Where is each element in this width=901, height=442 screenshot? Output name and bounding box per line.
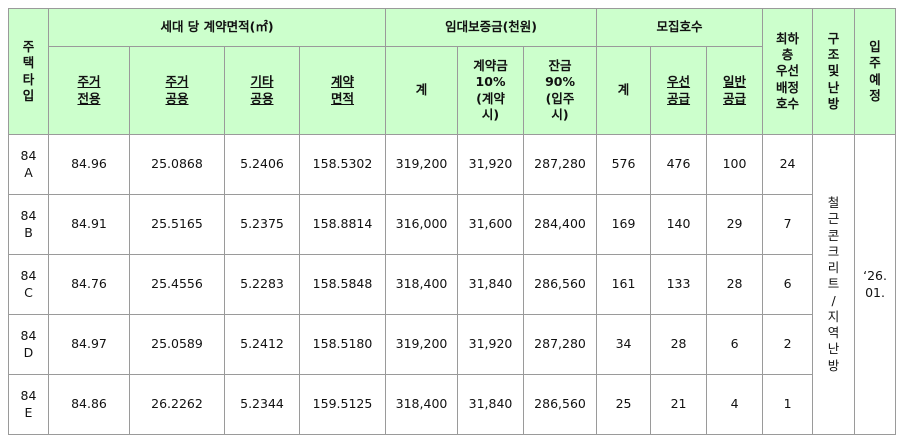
- contract-area-cell: 158.8814: [298, 194, 387, 255]
- priority-supply-cell: 476: [650, 134, 708, 195]
- deposit-total-cell: 318,400: [385, 374, 459, 435]
- deposit-total-cell: 319,200: [385, 314, 459, 375]
- lowest-floor-cell: 1: [762, 374, 814, 435]
- lowest-floor-cell: 2: [762, 314, 814, 375]
- header-recruit-total: 계: [596, 46, 652, 135]
- common-area-cell: 25.5165: [129, 194, 225, 255]
- type-cell: 84 C: [8, 254, 49, 315]
- exclusive-area-cell: 84.91: [48, 194, 130, 255]
- table-row: 84 E 84.86 26.2262 5.2344 159.5125 318,4…: [8, 374, 896, 435]
- recruit-total-cell: 161: [596, 254, 652, 315]
- header-recruit-group: 모집호수: [596, 8, 764, 47]
- rental-housing-table: 주 택 타 입 세대 당 계약면적(㎡) 임대보증금(천원) 모집호수 최하 층…: [8, 8, 897, 435]
- table-row: 84 A 84.96 25.0868 5.2406 158.5302 319,2…: [8, 134, 897, 435]
- general-supply-cell: 6: [706, 314, 764, 375]
- header-area-group: 세대 당 계약면적(㎡): [47, 8, 387, 47]
- type-cell: 84 B: [8, 194, 49, 255]
- other-area-cell: 5.2375: [224, 194, 300, 255]
- recruit-total-cell: 34: [596, 314, 652, 375]
- contract-area-cell: 158.5848: [298, 254, 387, 315]
- common-area-cell: 25.0589: [129, 314, 225, 375]
- header-exclusive-area: 주거 전용: [48, 46, 130, 135]
- header-balance: 잔금 90% (입주 시): [523, 46, 598, 135]
- down-payment-cell: 31,920: [457, 314, 525, 375]
- exclusive-area-cell: 84.76: [48, 254, 130, 315]
- lowest-floor-cell: 7: [762, 194, 814, 255]
- down-payment-cell: 31,840: [457, 374, 525, 435]
- common-area-cell: 25.4556: [129, 254, 225, 315]
- down-payment-cell: 31,600: [457, 194, 525, 255]
- balance-cell: 287,280: [523, 314, 598, 375]
- deposit-total-cell: 319,200: [385, 134, 459, 195]
- general-supply-cell: 4: [706, 374, 764, 435]
- header-move-in: 입 주 예 정: [854, 8, 897, 135]
- other-area-cell: 5.2283: [224, 254, 300, 315]
- balance-cell: 286,560: [523, 374, 598, 435]
- header-deposit-group: 임대보증금(천원): [385, 8, 598, 47]
- header-deposit-total: 계: [385, 46, 459, 135]
- header-priority-supply: 우선 공급: [650, 46, 708, 135]
- other-area-cell: 5.2344: [224, 374, 300, 435]
- exclusive-area-cell: 84.86: [48, 374, 130, 435]
- priority-supply-cell: 21: [650, 374, 708, 435]
- header-structure: 구 조 및 난 방: [812, 8, 856, 135]
- down-payment-cell: 31,840: [457, 254, 525, 315]
- general-supply-cell: 100: [706, 134, 764, 195]
- header-common-area: 주거 공용: [129, 46, 225, 135]
- header-down-payment: 계약금 10% (계약 시): [457, 46, 525, 135]
- deposit-total-cell: 316,000: [385, 194, 459, 255]
- structure-cell: 철 근 콘 크 리 트 / 지 역 난 방: [812, 134, 856, 435]
- common-area-cell: 25.0868: [129, 134, 225, 195]
- contract-area-cell: 158.5180: [298, 314, 387, 375]
- move-in-cell: ‘26. 01.: [854, 134, 897, 435]
- header-contract-area: 계약 면적: [298, 46, 387, 135]
- balance-cell: 286,560: [523, 254, 598, 315]
- contract-area-cell: 158.5302: [298, 134, 387, 195]
- priority-supply-cell: 28: [650, 314, 708, 375]
- table-row: 84 D 84.97 25.0589 5.2412 158.5180 319,2…: [8, 314, 896, 375]
- header-housing-type: 주 택 타 입: [8, 8, 49, 135]
- type-cell: 84 A: [8, 134, 49, 195]
- common-area-cell: 26.2262: [129, 374, 225, 435]
- lowest-floor-cell: 24: [762, 134, 814, 195]
- recruit-total-cell: 576: [596, 134, 652, 195]
- table-row: 84 C 84.76 25.4556 5.2283 158.5848 318,4…: [8, 254, 896, 315]
- exclusive-area-cell: 84.96: [48, 134, 130, 195]
- type-cell: 84 D: [8, 314, 49, 375]
- table-row: 84 B 84.91 25.5165 5.2375 158.8814 316,0…: [8, 194, 896, 255]
- type-cell: 84 E: [8, 374, 49, 435]
- balance-cell: 284,400: [523, 194, 598, 255]
- exclusive-area-cell: 84.97: [48, 314, 130, 375]
- priority-supply-cell: 140: [650, 194, 708, 255]
- header-other-common-area: 기타 공용: [224, 46, 300, 135]
- other-area-cell: 5.2412: [224, 314, 300, 375]
- down-payment-cell: 31,920: [457, 134, 525, 195]
- recruit-total-cell: 169: [596, 194, 652, 255]
- contract-area-cell: 159.5125: [298, 374, 387, 435]
- header-lowest-floor: 최하 층 우선 배정 호수: [762, 8, 814, 135]
- balance-cell: 287,280: [523, 134, 598, 195]
- recruit-total-cell: 25: [596, 374, 652, 435]
- deposit-total-cell: 318,400: [385, 254, 459, 315]
- general-supply-cell: 28: [706, 254, 764, 315]
- header-general-supply: 일반 공급: [706, 46, 764, 135]
- general-supply-cell: 29: [706, 194, 764, 255]
- lowest-floor-cell: 6: [762, 254, 814, 315]
- other-area-cell: 5.2406: [224, 134, 300, 195]
- priority-supply-cell: 133: [650, 254, 708, 315]
